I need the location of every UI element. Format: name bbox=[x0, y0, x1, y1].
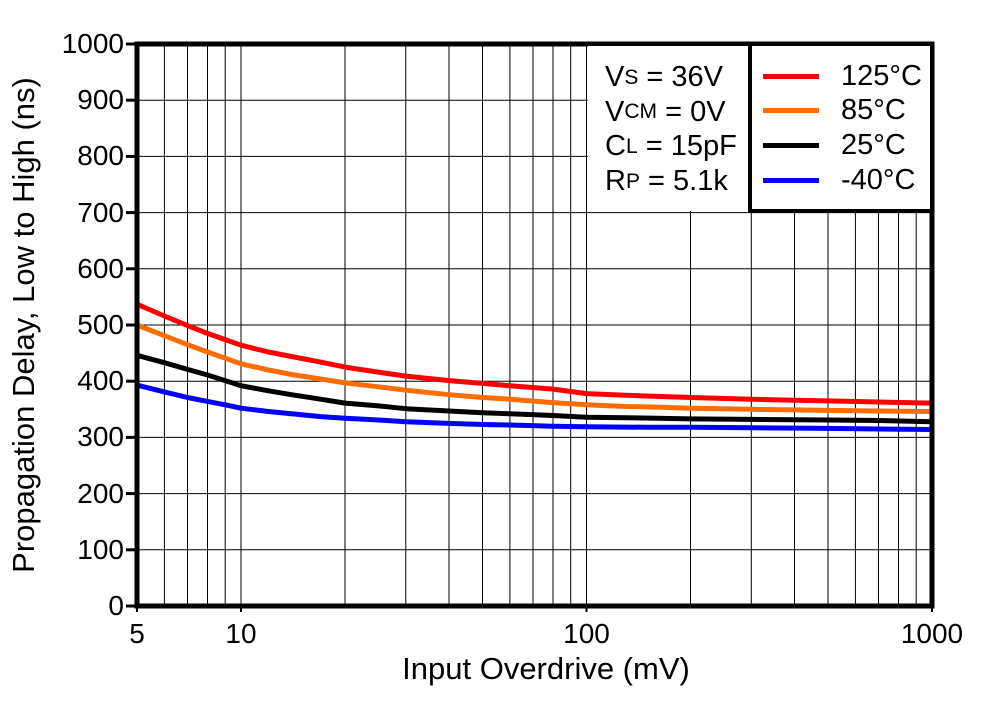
y-tick-label: 400 bbox=[77, 365, 124, 397]
legend-row: 25°C bbox=[752, 128, 930, 163]
legend-line-swatch bbox=[763, 108, 819, 114]
x-tick-label: 10 bbox=[225, 618, 257, 649]
legend-label: 25°C bbox=[841, 129, 906, 161]
legend-row: 125°C bbox=[752, 59, 930, 94]
legend-row: -40°C bbox=[752, 163, 930, 198]
legend-label: 125°C bbox=[841, 59, 922, 92]
x-tick-label: 5 bbox=[129, 618, 145, 649]
legend-line-swatch bbox=[763, 177, 819, 183]
legend-box: 125°C 85°C 25°C -40°C bbox=[748, 42, 934, 213]
x-tick-label: 1000 bbox=[900, 618, 964, 649]
y-tick-label: 100 bbox=[77, 533, 124, 565]
y-tick-label: 700 bbox=[77, 196, 124, 228]
y-tick-label: 500 bbox=[77, 309, 124, 340]
x-tick-label: 100 bbox=[563, 618, 610, 649]
y-tick-label: 600 bbox=[77, 252, 124, 284]
legend-label: 85°C bbox=[841, 94, 906, 127]
y-tick-label: 0 bbox=[108, 590, 124, 621]
legend-line-swatch bbox=[763, 73, 819, 79]
y-tick-label: 900 bbox=[77, 84, 124, 116]
legend-line-swatch bbox=[763, 143, 819, 148]
legend-label: -40°C bbox=[841, 163, 916, 196]
y-axis-title: Propagation Delay, Low to High (ns) bbox=[6, 77, 41, 573]
legend-row: 85°C bbox=[752, 93, 930, 128]
y-tick-label: 800 bbox=[77, 140, 124, 172]
y-tick-label: 300 bbox=[77, 421, 124, 453]
y-tick-label: 1000 bbox=[61, 28, 124, 59]
y-tick-label: 200 bbox=[77, 477, 124, 509]
x-axis-title: Input Overdrive (mV) bbox=[402, 651, 690, 686]
condition-row: V CM = 0V bbox=[605, 95, 726, 128]
